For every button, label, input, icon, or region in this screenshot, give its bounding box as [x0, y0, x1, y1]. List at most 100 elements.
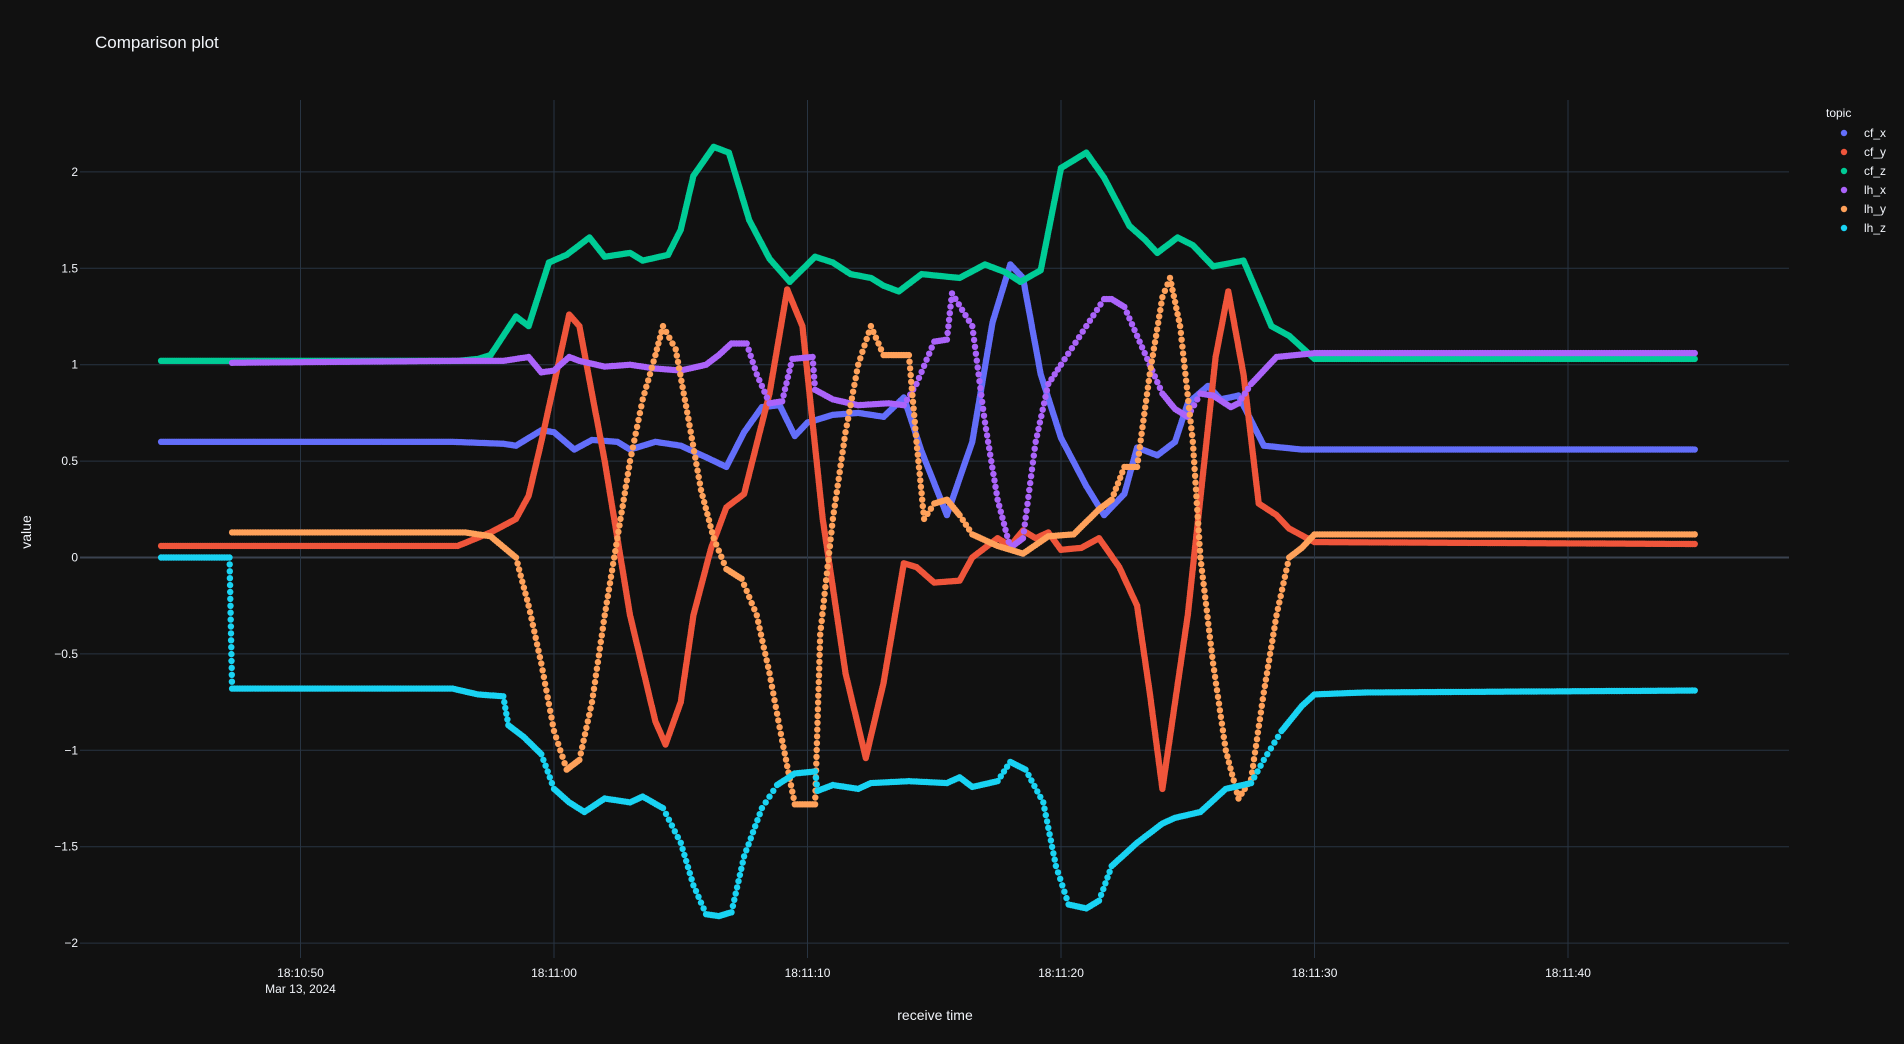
- data-point-lh_y: [622, 483, 629, 490]
- data-point-lh_x: [903, 396, 911, 404]
- data-point-lh_y: [816, 645, 823, 652]
- data-point-lh_y: [859, 348, 866, 355]
- data-point-lh_y: [779, 737, 786, 744]
- data-point-lh_y: [695, 473, 702, 481]
- data-point-lh_x: [1033, 432, 1041, 439]
- data-point-lh_y: [829, 515, 837, 523]
- data-point-lh_y: [1190, 445, 1197, 452]
- data-point-lh_y: [816, 665, 823, 672]
- data-point-lh_y: [656, 334, 664, 341]
- data-point-lh_y: [663, 328, 670, 336]
- data-point-lh_y: [645, 377, 652, 384]
- series-lh_x: [228, 290, 1698, 552]
- data-point-lh_x: [971, 343, 979, 350]
- data-point-lh_y: [1189, 438, 1197, 445]
- data-point-lh_y: [905, 351, 913, 359]
- data-point-lh_x: [1097, 301, 1104, 308]
- data-point-lh_y: [1110, 491, 1118, 498]
- data-point-lh_y: [1153, 326, 1161, 333]
- data-point-lh_y: [1138, 430, 1145, 437]
- data-point-lh_y: [641, 389, 648, 397]
- data-point-lh_y: [915, 457, 922, 465]
- data-point-lh_y: [816, 651, 823, 659]
- data-point-lh_x: [1121, 303, 1128, 311]
- data-point-lh_x: [918, 368, 925, 376]
- data-point-lh_y: [919, 502, 926, 510]
- data-point-lh_y: [1144, 384, 1152, 391]
- data-point-lh_y: [816, 638, 824, 645]
- data-point-lh_y: [586, 711, 593, 719]
- data-point-lh_x: [997, 508, 1004, 515]
- data-point-lh_x: [979, 398, 986, 406]
- data-point-lh_y: [1147, 364, 1155, 372]
- data-point-lh_y: [531, 628, 538, 635]
- data-point-lh_x: [946, 310, 953, 317]
- data-point-lh_y: [813, 733, 821, 740]
- data-point-lh_y: [834, 482, 841, 489]
- data-point-lh_y: [526, 608, 534, 616]
- data-point-lh_y: [790, 794, 797, 802]
- data-point-lh_y: [638, 403, 645, 410]
- data-point-cf_x: [1691, 446, 1698, 453]
- data-point-lh_x: [783, 380, 790, 387]
- data-point-lh_x: [1126, 315, 1133, 322]
- data-point-lh_x: [900, 402, 907, 409]
- data-point-lh_y: [682, 402, 690, 410]
- data-point-lh_x: [1133, 332, 1141, 339]
- data-point-lh_y: [1152, 332, 1160, 339]
- data-point-lh_y: [818, 617, 825, 625]
- data-point-lh_y: [821, 590, 828, 597]
- data-point-lh_x: [969, 322, 976, 330]
- data-point-lh_x: [948, 290, 956, 297]
- data-point-lh_y: [772, 703, 779, 711]
- data-point-lh_y: [678, 377, 685, 384]
- data-point-lh_x: [1057, 361, 1065, 368]
- data-point-lh_y: [1194, 506, 1201, 514]
- data-point-lh_y: [789, 788, 796, 795]
- data-point-lh_y: [1166, 274, 1174, 282]
- data-point-lh_x: [810, 373, 818, 380]
- data-point-lh_y: [694, 467, 701, 474]
- data-point-lh_y: [822, 577, 830, 584]
- series-layer: [157, 143, 1698, 920]
- data-point-lh_y: [655, 340, 662, 347]
- data-point-lh_y: [519, 578, 526, 585]
- data-point-lh_y: [590, 685, 598, 692]
- data-point-lh_x: [1027, 479, 1034, 487]
- data-point-lh_x: [945, 316, 953, 323]
- data-point-lh_y: [652, 351, 659, 359]
- data-point-lh_y: [596, 645, 603, 652]
- data-point-lh_x: [1028, 466, 1036, 473]
- data-point-lh_y: [628, 451, 635, 458]
- data-point-lh_x: [1691, 349, 1698, 357]
- data-point-lh_y: [619, 502, 626, 510]
- data-point-lh_y: [688, 434, 695, 442]
- data-point-lh_y: [1187, 418, 1194, 425]
- data-point-lh_x: [984, 438, 992, 445]
- data-point-lh_y: [1190, 452, 1197, 459]
- data-point-lh_y: [1192, 479, 1199, 486]
- data-point-lh_x: [811, 380, 818, 387]
- data-point-lh_y: [813, 753, 820, 760]
- data-point-lh_x: [1022, 514, 1029, 521]
- data-point-lh_y: [602, 605, 609, 613]
- data-point-lh_x: [955, 301, 962, 308]
- data-point-lh_y: [822, 583, 829, 591]
- data-point-lh_x: [990, 470, 997, 478]
- data-point-lh_y: [538, 660, 545, 667]
- data-point-lh_y: [814, 699, 822, 706]
- data-point-lh_y: [672, 346, 679, 353]
- data-point-lh_y: [1182, 370, 1189, 377]
- data-point-lh_y: [820, 604, 827, 611]
- data-point-lh_y: [844, 415, 852, 422]
- data-point-lh_y: [609, 560, 617, 568]
- data-point-lh_y: [857, 355, 864, 362]
- data-point-lh_y: [1191, 459, 1198, 466]
- data-point-lh_x: [991, 477, 998, 484]
- data-point-lh_y: [1156, 313, 1163, 320]
- data-point-lh_y: [853, 368, 861, 375]
- data-point-lh_x: [980, 412, 988, 419]
- data-point-lh_x: [1036, 419, 1044, 426]
- data-point-lh_y: [522, 590, 529, 597]
- data-point-lh_y: [685, 415, 692, 422]
